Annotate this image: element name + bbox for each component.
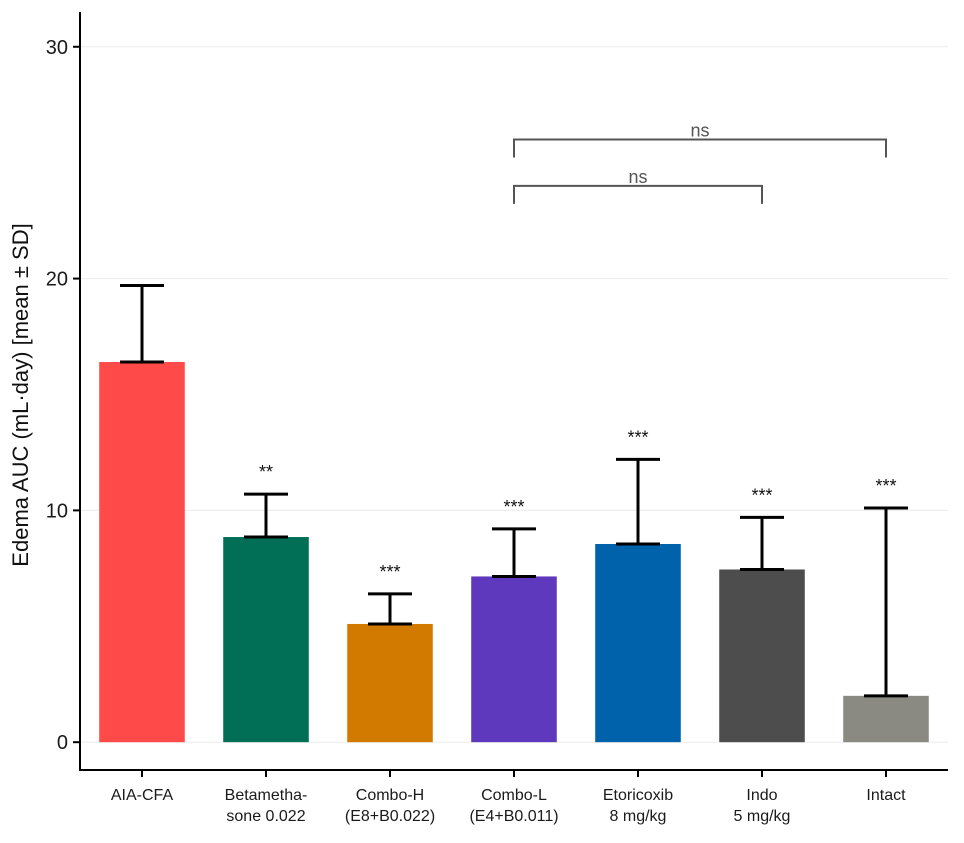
x-tick-label-line: 8 mg/kg — [610, 808, 667, 825]
x-tick-label: Combo-H (E8+B0.022) — [345, 787, 435, 825]
x-tick-label-line: (E8+B0.022) — [345, 808, 435, 825]
significance-layer: ************** *** — [259, 427, 897, 581]
bracket-line — [513, 184, 763, 204]
x-tick-label-line: Betametha- — [225, 787, 308, 804]
x-tick-label-line: 5 mg/kg — [734, 808, 791, 825]
x-tick-label-line: sone 0.022 — [226, 808, 305, 825]
bar — [719, 569, 805, 743]
bracket-label: ns — [628, 167, 647, 187]
error-bar — [368, 592, 412, 626]
x-tick-label: Betametha-sone 0.022 — [225, 787, 308, 825]
bars-layer — [99, 362, 929, 743]
comparison-brackets-layer: ns ns — [513, 120, 887, 204]
bar — [471, 576, 557, 743]
axes-layer: 0 10 20 30 AIA-CFA Betametha-sone 0.022 Combo-… — [46, 12, 948, 825]
y-tick-label: 20 — [46, 269, 68, 291]
x-tick-label: Etoricoxib 8 mg/kg — [603, 787, 673, 825]
x-tick-label: Indo 5 mg/kg — [734, 787, 791, 825]
error-bar — [864, 506, 908, 698]
x-tick-label-line: Intact — [866, 787, 906, 804]
x-tick-label-line: Etoricoxib — [603, 787, 673, 804]
comparison-bracket: ns — [513, 120, 887, 158]
significance-label: *** — [875, 476, 896, 496]
x-tick-label-line: AIA-CFA — [111, 787, 174, 804]
x-tick-label-line: Indo — [746, 787, 777, 804]
significance-label: *** — [379, 562, 400, 582]
significance-label: *** — [503, 497, 524, 517]
error-bar — [244, 492, 288, 539]
significance-label: *** — [751, 485, 772, 505]
x-tick-label-line: (E4+B0.011) — [469, 808, 558, 825]
bracket-label: ns — [690, 120, 709, 140]
bar — [595, 543, 681, 743]
significance-label: *** — [627, 427, 648, 447]
bar — [347, 623, 433, 743]
bracket-line — [513, 138, 887, 158]
significance-label: ** — [259, 462, 273, 482]
comparison-bracket: ns — [513, 167, 763, 204]
bar — [223, 537, 309, 743]
y-tick-label: 30 — [46, 37, 68, 59]
y-tick-label: 0 — [57, 732, 68, 754]
error-bar — [616, 457, 660, 546]
error-bar — [492, 527, 536, 578]
x-tick-label-line: Combo-L — [481, 787, 547, 804]
x-tick-label: Combo-L (E4+B0.011) — [469, 787, 558, 825]
x-tick-label-line: Combo-H — [356, 787, 424, 804]
error-bars-layer — [120, 284, 908, 698]
y-tick-label: 10 — [46, 500, 68, 522]
error-bar — [740, 515, 784, 571]
error-bar — [120, 284, 164, 364]
bar — [99, 362, 185, 743]
x-tick-label: AIA-CFA — [111, 787, 174, 804]
x-tick-label: Intact — [866, 787, 906, 804]
y-axis-title: Edema AUC (mL·day) [mean ± SD] — [8, 223, 33, 566]
bar — [843, 695, 929, 743]
